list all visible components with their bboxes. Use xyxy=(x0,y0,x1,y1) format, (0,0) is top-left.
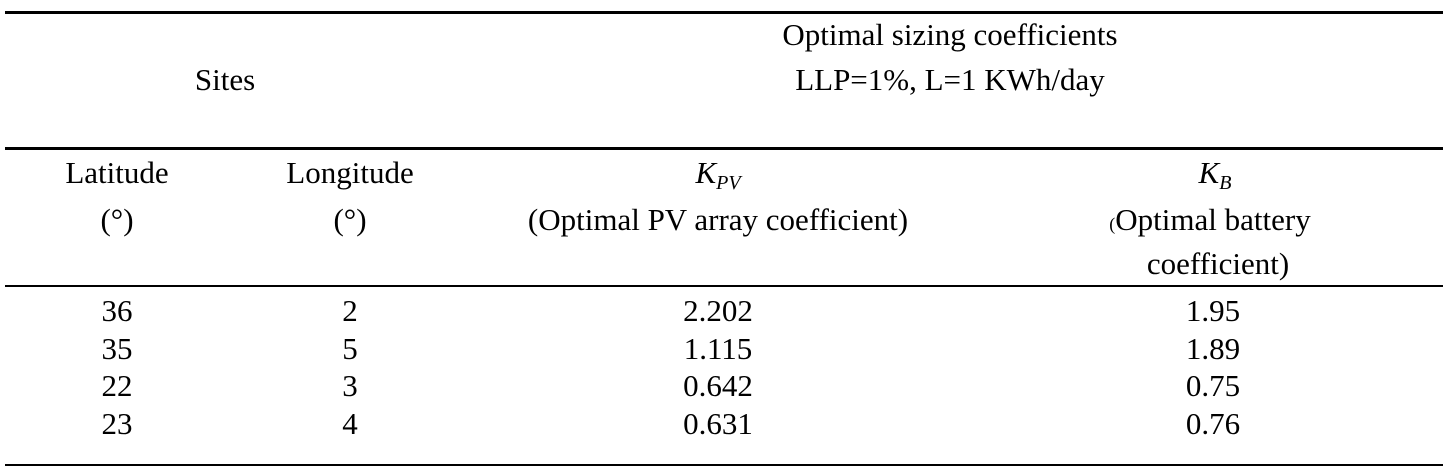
table-cell: 0.631 xyxy=(683,405,753,441)
latitude-header: Latitude xyxy=(65,155,169,190)
kb-desc-text: Optimal battery xyxy=(1115,202,1311,237)
table-cell: 2.202 xyxy=(683,293,753,328)
header-rule xyxy=(5,147,1443,150)
table-cell: 2 xyxy=(342,293,358,328)
kb-description-line2: coefficient) xyxy=(1146,246,1290,281)
table-cell: 1.95 xyxy=(1185,293,1241,328)
table-cell: 5 xyxy=(342,330,358,366)
table-cell: 0.75 xyxy=(1185,368,1241,403)
kb-header: KB xyxy=(1199,155,1232,195)
subheader-rule xyxy=(5,285,1443,287)
table-cell: 23 xyxy=(101,405,133,441)
group-title: Optimal sizing coefficients xyxy=(782,17,1118,52)
kb-open-paren: ( xyxy=(1109,214,1116,234)
group-condition: LLP=1%, L=1 KWh/day xyxy=(795,62,1105,97)
kpv-subscript: PV xyxy=(716,172,741,194)
table-cell: 0.642 xyxy=(683,368,753,403)
table-cell: 0.76 xyxy=(1185,405,1241,441)
sites-header: Sites xyxy=(194,62,256,97)
table-cell: 4 xyxy=(342,405,358,441)
table-cell: 22 xyxy=(101,368,133,403)
kb-symbol: K xyxy=(1198,155,1220,190)
kpv-header: KPV xyxy=(695,155,740,195)
latitude-unit: (°) xyxy=(100,202,134,237)
longitude-header: Longitude xyxy=(286,155,414,190)
longitude-unit: (°) xyxy=(333,202,367,237)
table-cell: 3 xyxy=(342,368,358,403)
top-rule xyxy=(5,11,1443,14)
kpv-description: (Optimal PV array coefficient) xyxy=(527,202,909,237)
table-cell: 36 xyxy=(101,293,133,328)
kb-subscript: B xyxy=(1219,172,1232,194)
table-cell: 1.115 xyxy=(683,330,753,366)
kpv-symbol: K xyxy=(695,155,717,190)
table-cell: 35 xyxy=(101,330,133,366)
bottom-rule xyxy=(5,464,1443,466)
kb-description-line1: (Optimal battery xyxy=(1109,202,1310,242)
table-cell: 1.89 xyxy=(1185,330,1241,366)
